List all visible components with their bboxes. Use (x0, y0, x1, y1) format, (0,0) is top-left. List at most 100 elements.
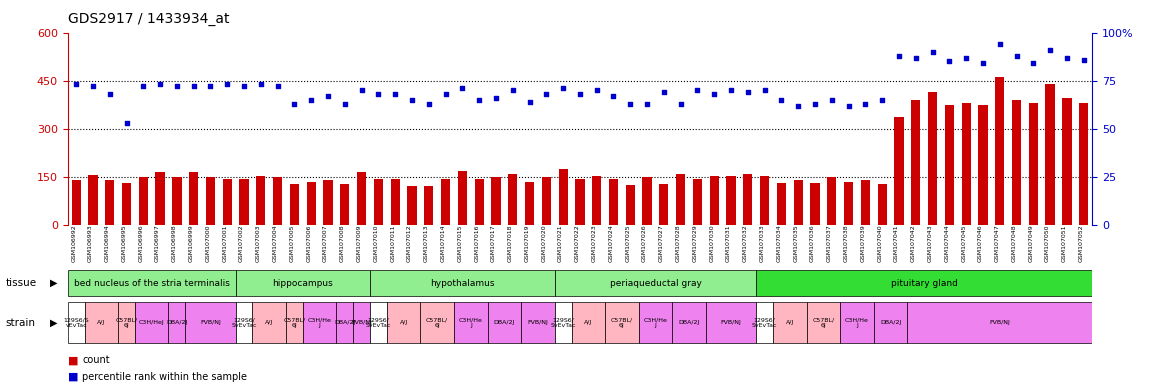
Bar (256, 176, 265, 225)
Point (722, 87, 741, 93)
Text: 129S6/
SvEvTac: 129S6/ SvEvTac (752, 317, 778, 328)
Point (1041, 47, 1059, 53)
Text: C3H/HeJ: C3H/HeJ (139, 320, 165, 325)
Text: GSM107052: GSM107052 (1079, 225, 1084, 262)
Bar (442, 179, 450, 225)
Text: GSM107006: GSM107006 (306, 225, 311, 262)
Text: periaqueductal gray: periaqueductal gray (610, 279, 702, 288)
Text: GSM107045: GSM107045 (961, 225, 966, 262)
Bar (756, 270, 1092, 296)
Text: GSM107032: GSM107032 (743, 225, 748, 262)
Bar (995, 78, 1004, 225)
Point (756, 87, 774, 93)
Bar (89, 175, 98, 225)
Text: GSM107005: GSM107005 (290, 225, 294, 262)
Bar (673, 302, 705, 343)
Bar (693, 179, 702, 225)
Bar (492, 177, 501, 225)
Bar (71, 180, 81, 225)
Point (419, 101, 438, 107)
Text: hypothalamus: hypothalamus (430, 279, 494, 288)
Text: GSM107035: GSM107035 (793, 225, 798, 262)
Bar (811, 183, 820, 225)
Bar (105, 180, 114, 225)
Text: GSM106998: GSM106998 (172, 225, 176, 262)
Bar (357, 172, 367, 225)
Text: C57BL/
6J: C57BL/ 6J (284, 317, 306, 328)
Text: GSM107008: GSM107008 (340, 225, 345, 262)
Point (856, 101, 875, 107)
Text: GSM106997: GSM106997 (155, 225, 160, 262)
Bar (1079, 103, 1089, 225)
Text: GSM107037: GSM107037 (827, 225, 832, 262)
Point (369, 91, 388, 97)
Text: GSM106992: GSM106992 (71, 225, 76, 262)
Text: GSM107000: GSM107000 (206, 225, 210, 262)
Point (403, 97, 422, 103)
Point (638, 101, 656, 107)
Bar (273, 177, 283, 225)
Point (67, 81, 85, 88)
Text: C57BL/
6J: C57BL/ 6J (611, 317, 633, 328)
Text: strain: strain (6, 318, 36, 328)
Point (554, 85, 572, 91)
Text: GSM107018: GSM107018 (508, 225, 513, 262)
Point (840, 103, 858, 109)
Text: GSM107028: GSM107028 (675, 225, 681, 262)
Bar (861, 180, 870, 225)
Bar (223, 179, 232, 225)
Bar (239, 179, 249, 225)
Text: FVB/NJ: FVB/NJ (989, 320, 1010, 325)
Bar (945, 105, 954, 225)
Point (705, 91, 724, 97)
Text: GSM107003: GSM107003 (256, 225, 260, 262)
Bar (336, 302, 353, 343)
Text: GSM107036: GSM107036 (809, 225, 815, 262)
Bar (189, 172, 199, 225)
Bar (68, 302, 84, 343)
Point (654, 89, 673, 95)
Text: percentile rank within the sample: percentile rank within the sample (82, 372, 248, 382)
Point (470, 97, 488, 103)
Text: GSM107034: GSM107034 (777, 225, 781, 262)
Text: GSM107022: GSM107022 (575, 225, 580, 262)
Text: GSM107029: GSM107029 (693, 225, 697, 262)
Bar (555, 302, 571, 343)
Bar (807, 302, 840, 343)
Bar (1045, 84, 1055, 225)
Text: DBA/2J: DBA/2J (679, 320, 700, 325)
Point (235, 83, 253, 89)
Text: GSM107026: GSM107026 (642, 225, 647, 262)
Point (353, 87, 371, 93)
Bar (236, 302, 252, 343)
Text: GSM107030: GSM107030 (709, 225, 715, 262)
Point (537, 91, 556, 97)
Bar (487, 302, 521, 343)
Text: GSM107020: GSM107020 (541, 225, 547, 262)
Text: GSM107014: GSM107014 (440, 225, 445, 262)
Point (100, 91, 119, 97)
Text: GSM107004: GSM107004 (272, 225, 278, 262)
Point (151, 81, 169, 88)
Text: pituitary gland: pituitary gland (891, 279, 958, 288)
Text: GSM107019: GSM107019 (524, 225, 529, 262)
Bar (979, 105, 988, 225)
Text: GSM106995: GSM106995 (121, 225, 126, 262)
Bar (743, 174, 752, 225)
Bar (626, 185, 635, 225)
Bar (705, 302, 756, 343)
Text: GSM107043: GSM107043 (927, 225, 932, 262)
Text: FVB/NJ: FVB/NJ (352, 320, 373, 325)
Bar (68, 270, 236, 296)
Text: C3H/He
J: C3H/He J (459, 317, 482, 328)
Point (335, 101, 354, 107)
Point (436, 91, 454, 97)
Bar (558, 169, 568, 225)
Point (974, 60, 993, 66)
Point (167, 83, 186, 89)
Text: C3H/He
J: C3H/He J (307, 317, 332, 328)
Text: GSM107009: GSM107009 (356, 225, 362, 262)
Text: GSM107001: GSM107001 (222, 225, 228, 262)
Bar (324, 180, 333, 225)
Bar (387, 302, 420, 343)
